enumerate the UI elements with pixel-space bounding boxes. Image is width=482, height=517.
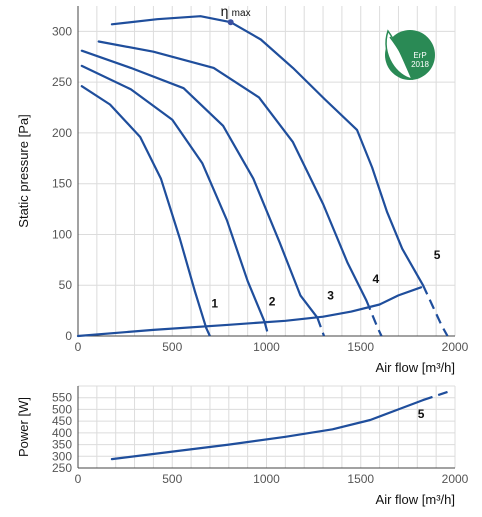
- pressure-plot: 0 500 1000 1500 2000 0 50 100 150 200 250 300 Air fl…: [16, 3, 469, 375]
- y-tick-label: 150: [52, 177, 72, 191]
- curve-label-2: 2: [269, 295, 276, 309]
- y-axis-label: Static pressure [Pa]: [16, 114, 31, 227]
- curve-5: [110, 15, 425, 287]
- curve-4-dashed: [365, 300, 383, 337]
- y-tick-label: 450: [52, 414, 72, 428]
- curve-label-4: 4: [372, 272, 379, 286]
- curve-5-dashed: [422, 390, 448, 402]
- curve-2-dashed: [263, 321, 270, 337]
- x-tick-label: 1500: [347, 340, 374, 354]
- y-tick-label: 200: [52, 126, 72, 140]
- x-tick-label: 2000: [442, 340, 469, 354]
- curve-system: [76, 286, 423, 338]
- x-axis-label: Air flow [m³/h]: [376, 360, 455, 375]
- y-tick-label: 400: [52, 426, 72, 440]
- power-plot: 0 500 1000 1500 2000250300350400450500550Air…: [16, 385, 469, 507]
- curve-label-5: 5: [434, 248, 441, 262]
- curve-3: [80, 49, 319, 319]
- curve-4: [97, 40, 368, 302]
- curve-label-5: 5: [418, 407, 425, 421]
- x-tick-label: 1000: [253, 472, 280, 486]
- x-tick-label: 500: [162, 340, 182, 354]
- curve-1: [80, 85, 208, 329]
- x-tick-label: 500: [162, 472, 182, 486]
- x-tick-label: 1500: [347, 472, 374, 486]
- curve-1-dashed: [205, 327, 211, 337]
- x-tick-label: 0: [75, 472, 82, 486]
- x-tick-label: 0: [75, 340, 82, 354]
- y-tick-label: 300: [52, 449, 72, 463]
- y-tick-label: 300: [52, 24, 72, 38]
- y-axis-label: Power [W]: [16, 397, 31, 457]
- y-tick-label: 250: [52, 75, 72, 89]
- curve-3-dashed: [316, 317, 326, 337]
- y-tick-label: 250: [52, 461, 72, 475]
- y-tick-label: 350: [52, 438, 72, 452]
- curve-5-dashed: [422, 284, 449, 337]
- curve-label-3: 3: [327, 288, 334, 302]
- y-tick-label: 500: [52, 402, 72, 416]
- curve-5: [110, 399, 425, 461]
- y-tick-label: 550: [52, 391, 72, 405]
- erp-badge-year: 2018: [411, 60, 429, 69]
- eta-max-subscript: max: [232, 8, 251, 19]
- x-axis-label: Air flow [m³/h]: [376, 492, 455, 507]
- leaf-vein-icon: [389, 36, 413, 78]
- curve-2: [80, 64, 266, 323]
- y-tick-label: 50: [59, 278, 73, 292]
- x-tick-label: 1000: [253, 340, 280, 354]
- curve-label-1: 1: [211, 297, 218, 311]
- eta-max-point: [227, 19, 234, 26]
- y-tick-label: 0: [65, 329, 72, 343]
- y-tick-label: 100: [52, 227, 72, 241]
- erp-badge-text: ErP: [413, 51, 426, 60]
- x-tick-label: 2000: [442, 472, 469, 486]
- eta-max-label: η: [221, 3, 229, 19]
